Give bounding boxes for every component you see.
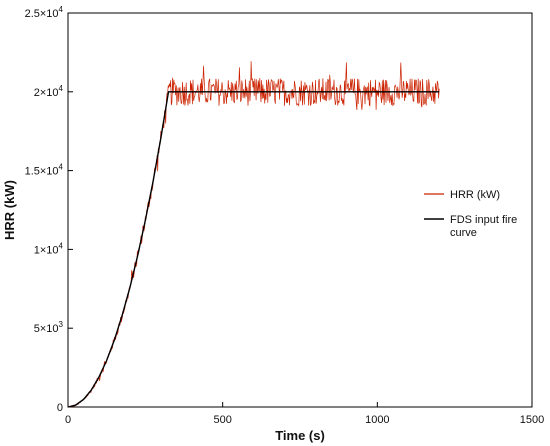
y-tick-label: 1×104 — [34, 241, 64, 256]
y-axis: 0 5×103 1×104 1.5×104 2×104 2.5×104 — [25, 5, 73, 414]
x-axis-title: Time (s) — [275, 428, 325, 443]
series-line-fds-input — [67, 91, 440, 408]
x-tick-label: 500 — [213, 414, 231, 426]
x-tick-label: 1000 — [365, 414, 389, 426]
y-tick-label: 0 — [57, 402, 63, 414]
series-layer — [67, 61, 440, 408]
y-tick-label: 2.5×104 — [25, 5, 64, 20]
y-tick-label: 1.5×104 — [25, 163, 64, 178]
x-tick-label: 1500 — [520, 414, 544, 426]
y-tick-label: 2×104 — [34, 84, 64, 99]
series-line-hrr — [68, 61, 440, 408]
legend: HRR (kW) FDS input fire curve — [424, 189, 517, 239]
x-axis: 0 500 1000 1500 — [65, 402, 544, 426]
legend-label-hrr: HRR (kW) — [450, 189, 500, 201]
legend-label-fds: FDS input fire curve — [450, 214, 517, 239]
y-axis-title: HRR (kW) — [2, 180, 17, 240]
x-tick-label: 0 — [65, 414, 71, 426]
y-tick-label: 5×103 — [34, 320, 64, 335]
plot-frame — [67, 12, 533, 408]
